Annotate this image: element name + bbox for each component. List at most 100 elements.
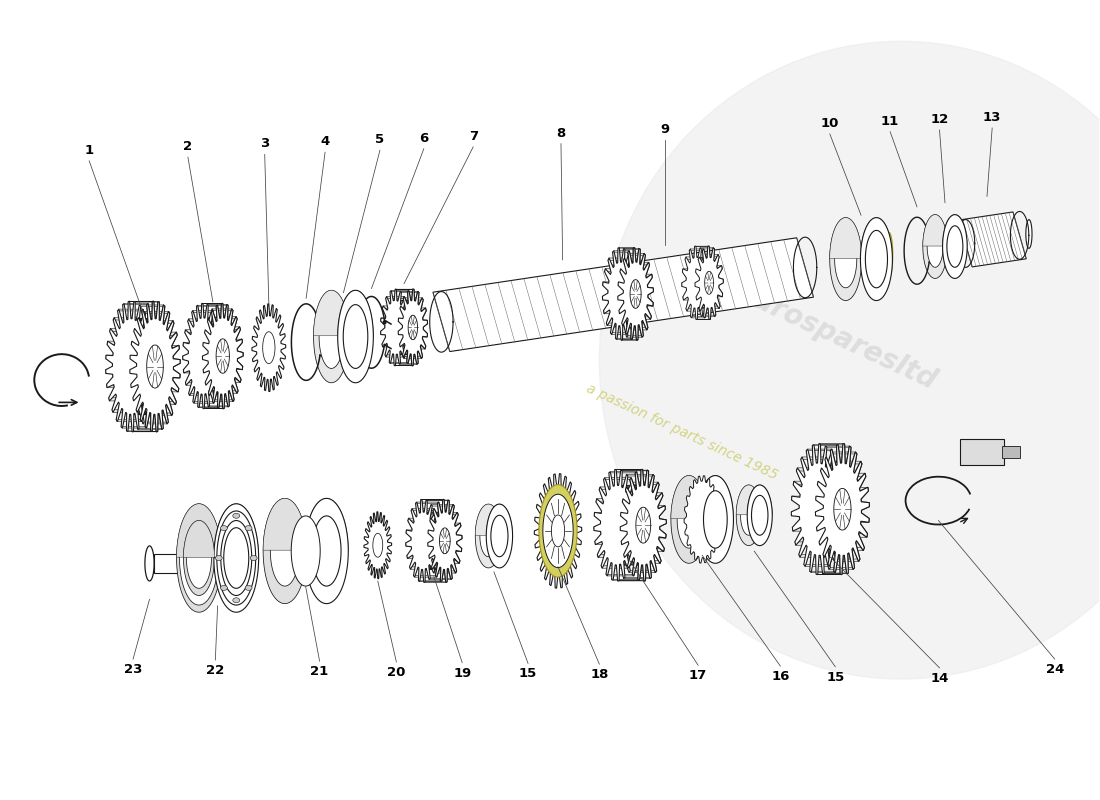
- Polygon shape: [607, 558, 635, 559]
- Polygon shape: [612, 562, 638, 563]
- Polygon shape: [106, 302, 156, 432]
- Polygon shape: [632, 285, 648, 287]
- Polygon shape: [840, 473, 866, 477]
- Polygon shape: [430, 518, 453, 519]
- Polygon shape: [221, 521, 252, 595]
- Polygon shape: [152, 332, 177, 335]
- Polygon shape: [697, 475, 734, 563]
- Polygon shape: [627, 554, 654, 556]
- Polygon shape: [603, 248, 638, 340]
- Polygon shape: [835, 559, 860, 562]
- Polygon shape: [629, 254, 646, 255]
- Polygon shape: [117, 419, 142, 422]
- Polygon shape: [148, 378, 173, 380]
- Polygon shape: [595, 542, 621, 545]
- Polygon shape: [194, 326, 213, 327]
- Polygon shape: [177, 504, 221, 612]
- Polygon shape: [418, 567, 441, 568]
- Polygon shape: [152, 402, 176, 405]
- Polygon shape: [184, 521, 214, 595]
- Polygon shape: [119, 402, 143, 404]
- Polygon shape: [122, 408, 147, 410]
- Polygon shape: [184, 370, 204, 373]
- Polygon shape: [145, 546, 154, 581]
- Circle shape: [220, 586, 228, 590]
- Text: 24: 24: [1045, 663, 1064, 676]
- Polygon shape: [608, 281, 625, 283]
- Polygon shape: [618, 248, 653, 340]
- Polygon shape: [604, 550, 631, 552]
- Polygon shape: [440, 528, 450, 554]
- Polygon shape: [604, 478, 631, 480]
- Polygon shape: [943, 214, 967, 278]
- Polygon shape: [406, 499, 440, 582]
- Polygon shape: [825, 446, 851, 447]
- Polygon shape: [835, 489, 860, 491]
- Polygon shape: [829, 472, 855, 474]
- Polygon shape: [801, 457, 826, 459]
- Polygon shape: [428, 499, 462, 582]
- Polygon shape: [686, 288, 700, 290]
- Polygon shape: [338, 290, 373, 382]
- Polygon shape: [740, 495, 757, 535]
- Polygon shape: [189, 370, 209, 373]
- Polygon shape: [539, 485, 578, 577]
- Polygon shape: [188, 351, 208, 354]
- Polygon shape: [795, 542, 820, 546]
- Polygon shape: [923, 214, 947, 278]
- Polygon shape: [148, 356, 173, 358]
- Polygon shape: [110, 328, 134, 331]
- Polygon shape: [812, 465, 837, 466]
- Polygon shape: [209, 390, 229, 391]
- Polygon shape: [638, 506, 666, 509]
- Polygon shape: [636, 507, 651, 543]
- Polygon shape: [142, 330, 167, 331]
- Polygon shape: [837, 499, 861, 502]
- Polygon shape: [695, 246, 723, 319]
- Polygon shape: [408, 315, 418, 340]
- Polygon shape: [601, 521, 627, 524]
- Polygon shape: [437, 561, 460, 563]
- Polygon shape: [190, 333, 211, 334]
- Polygon shape: [382, 344, 400, 347]
- Polygon shape: [409, 567, 432, 570]
- Polygon shape: [220, 327, 240, 330]
- Circle shape: [233, 598, 240, 602]
- Polygon shape: [828, 548, 852, 550]
- Polygon shape: [800, 494, 824, 498]
- Polygon shape: [416, 502, 439, 503]
- Polygon shape: [217, 368, 236, 370]
- Polygon shape: [144, 397, 169, 398]
- Polygon shape: [627, 474, 654, 476]
- Polygon shape: [431, 505, 454, 506]
- Polygon shape: [113, 353, 138, 355]
- Polygon shape: [319, 305, 343, 369]
- Polygon shape: [886, 233, 893, 278]
- Polygon shape: [836, 521, 861, 524]
- Polygon shape: [837, 510, 861, 513]
- Polygon shape: [130, 302, 180, 432]
- Polygon shape: [343, 305, 367, 369]
- FancyBboxPatch shape: [154, 554, 178, 573]
- Polygon shape: [212, 309, 233, 310]
- Polygon shape: [411, 509, 434, 510]
- Polygon shape: [605, 269, 620, 272]
- Polygon shape: [625, 264, 640, 265]
- Polygon shape: [408, 308, 426, 311]
- Polygon shape: [213, 504, 258, 612]
- Polygon shape: [156, 374, 180, 378]
- Polygon shape: [121, 426, 146, 428]
- Polygon shape: [710, 279, 723, 283]
- Polygon shape: [223, 353, 243, 356]
- Circle shape: [216, 555, 222, 561]
- Polygon shape: [154, 389, 178, 392]
- Polygon shape: [140, 305, 165, 306]
- Polygon shape: [832, 452, 857, 454]
- Polygon shape: [107, 384, 131, 388]
- Polygon shape: [411, 529, 434, 531]
- Polygon shape: [398, 289, 428, 366]
- Polygon shape: [183, 303, 223, 409]
- Polygon shape: [414, 575, 437, 577]
- Polygon shape: [800, 506, 824, 508]
- Polygon shape: [700, 248, 715, 249]
